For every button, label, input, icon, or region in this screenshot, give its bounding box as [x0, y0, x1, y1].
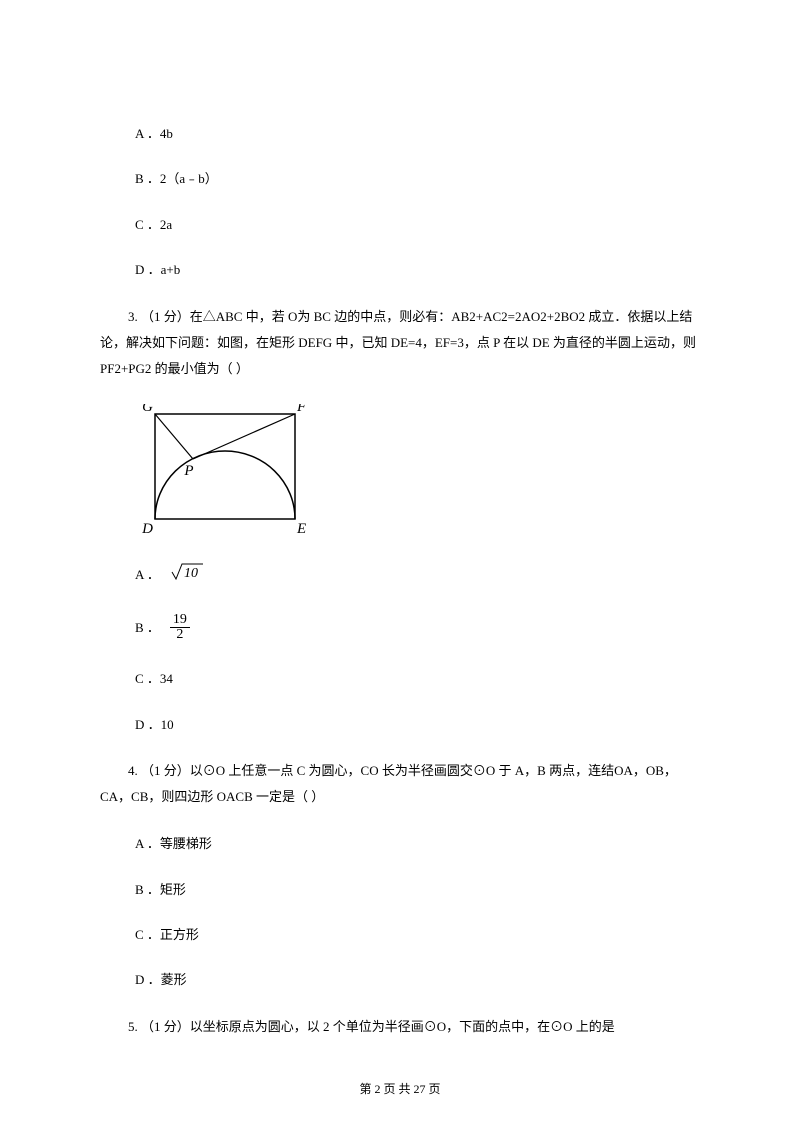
- q4-option-c: C ．正方形: [100, 923, 700, 946]
- fraction-denominator: 2: [173, 628, 186, 642]
- q3-option-a-label: A ．: [135, 563, 160, 586]
- q3-option-d: D ．10: [100, 713, 700, 736]
- svg-text:P: P: [183, 463, 193, 479]
- page-content: A ．4b B ．2（a﹣b） C ．2a D ．a+b 3. （1 分）在△A…: [0, 0, 800, 1040]
- q4-option-d: D ．菱形: [100, 968, 700, 991]
- q3-option-a: A ． 10: [100, 561, 700, 588]
- q5-text: 5. （1 分）以坐标原点为圆心，以 2 个单位为半径画⊙O，下面的点中，在⊙O…: [100, 1014, 700, 1040]
- sqrt-expression: 10: [170, 561, 204, 588]
- q3-geometry-svg: G F D E P: [135, 404, 315, 539]
- q3-option-b: B ． 19 2: [100, 613, 700, 642]
- q3-text: 3. （1 分）在△ABC 中，若 O为 BC 边的中点，则必有：AB2+AC2…: [100, 304, 700, 382]
- q4-option-a: A ．等腰梯形: [100, 832, 700, 855]
- q4-text: 4. （1 分）以⊙O 上任意一点 C 为圆心，CO 长为半径画圆交⊙O 于 A…: [100, 758, 700, 810]
- page-footer: 第 2 页 共 27 页: [0, 1080, 800, 1097]
- q3-option-c: C ．34: [100, 667, 700, 690]
- fraction-expression: 19 2: [170, 613, 190, 642]
- q2-option-c: C ．2a: [100, 213, 700, 236]
- svg-text:F: F: [296, 404, 307, 415]
- q3-diagram: G F D E P: [135, 404, 700, 546]
- q2-option-b: B ．2（a﹣b）: [100, 167, 700, 190]
- sqrt-icon: 10: [170, 561, 204, 581]
- q3-option-b-label: B ．: [135, 616, 160, 639]
- svg-text:10: 10: [184, 566, 198, 581]
- svg-text:G: G: [142, 404, 153, 415]
- q4-option-b: B ．矩形: [100, 878, 700, 901]
- svg-text:D: D: [141, 521, 153, 537]
- fraction-numerator: 19: [170, 613, 190, 628]
- q2-option-d: D ．a+b: [100, 258, 700, 281]
- svg-text:E: E: [296, 521, 306, 537]
- q2-option-a: A ．4b: [100, 122, 700, 145]
